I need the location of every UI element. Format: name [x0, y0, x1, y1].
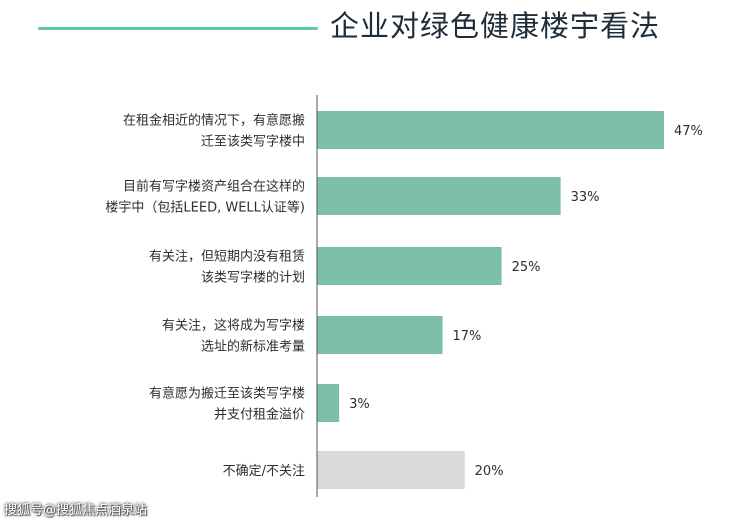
category-label-line: 并支付租金溢价	[214, 407, 305, 423]
value-label-5: 3%	[349, 397, 370, 412]
value-label-3: 25%	[512, 260, 541, 275]
category-label-1: 在租金相近的情况下，有意愿搬迁至该类写字楼中	[123, 113, 305, 150]
bar-1	[317, 111, 664, 149]
category-label-6: 不确定/不关注	[223, 464, 305, 479]
bar-2	[317, 177, 561, 215]
bars-layer: 47% 在租金相近的情况下，有意愿搬迁至该类写字楼中 33% 目前有写字楼资产组合在这…	[105, 111, 703, 489]
category-label-2: 目前有写字楼资产组合在这样的楼宇中（包括LEED, WELL认证等)	[105, 179, 305, 216]
category-label-line: 选址的新标准考量	[201, 339, 305, 355]
category-label-5: 有意愿为搬迁至该类写字楼并支付租金溢价	[149, 386, 305, 423]
category-label-line: 不确定/不关注	[223, 464, 305, 479]
category-label-line: 有关注，这将成为写字楼	[162, 318, 305, 334]
category-label-line: 有意愿为搬迁至该类写字楼	[149, 386, 305, 402]
value-label-1: 47%	[674, 124, 703, 139]
bar-3	[317, 247, 502, 285]
category-label-3: 有关注，但短期内没有租赁该类写字楼的计划	[149, 249, 305, 286]
bar-6	[317, 451, 465, 489]
value-label-4: 17%	[453, 329, 482, 344]
bar-4	[317, 316, 443, 354]
watermark-text: 搜狐号@搜狐焦点酒泉站	[4, 503, 148, 518]
chart-title: 企业对绿色健康楼宇看法	[330, 9, 661, 43]
bar-5	[317, 384, 340, 422]
value-label-6: 20%	[475, 464, 504, 479]
category-label-4: 有关注，这将成为写字楼选址的新标准考量	[162, 318, 305, 355]
category-label-line: 楼宇中（包括LEED, WELL认证等)	[105, 200, 305, 216]
category-label-line: 有关注，但短期内没有租赁	[149, 249, 305, 265]
title-accent-line	[38, 27, 318, 30]
category-label-line: 目前有写字楼资产组合在这样的	[123, 179, 305, 195]
category-label-line: 在租金相近的情况下，有意愿搬	[123, 113, 305, 129]
category-label-line: 迁至该类写字楼中	[201, 135, 305, 150]
category-label-line: 该类写字楼的计划	[201, 270, 305, 286]
value-label-2: 33%	[571, 190, 600, 205]
